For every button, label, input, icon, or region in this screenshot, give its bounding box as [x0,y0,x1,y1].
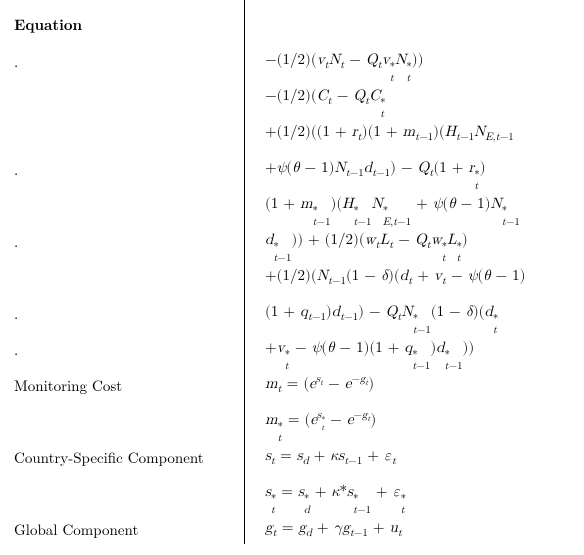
equation-cell: −(1/2)(Ct − QtC*t [265,87,386,121]
label-row [14,411,234,447]
label-row: . [14,231,234,267]
equation-cell: (1 + qt−1)dt−1) − QtN*t−1(1 − δ)(d*t [265,303,498,337]
equation-cell: m*t = (es*t − e−gt) [265,411,376,445]
label-row [14,123,234,159]
equation-row: d*t−1)) + (1/2)(wtLt − Qtw*tL*t) [265,231,574,267]
equation-cell: +(1/2)((1 + rt)(1 + mt−1)(Ht−1NE,t−1 [265,123,514,141]
equation-row: (1 + qt−1)dt−1) − QtN*t−1(1 − δ)(d*t [265,303,574,339]
equation-row: +ψ(θ − 1)Nt−1dt−1) − Qt(1 + r*t) [265,159,574,195]
equation-cell: (1 + m*t−1)(H*t−1N*E,t−1 + ψ(θ − 1)N*t−1 [265,195,520,229]
equation-row: gt = gd + γgt−1 + ut [265,519,574,555]
equation-cell: +(1/2)(Nt−1(1 − δ)(dt + vt − ψ(θ − 1) [265,267,525,285]
equation-cell: +ψ(θ − 1)Nt−1dt−1) − Qt(1 + r*t) [265,159,486,193]
label-row [14,87,234,123]
row-label: . [14,159,18,180]
equation-row: +(1/2)((1 + rt)(1 + mt−1)(Ht−1NE,t−1 [265,123,574,159]
label-row [14,195,234,231]
row-label: . [14,231,18,252]
equation-row: +v*t − ψ(θ − 1)(1 + q*t−1)d*t−1)) [265,339,574,375]
label-row [14,483,234,519]
equation-cell: s*t = s*d + κ*s*t−1 + ε*t [265,483,406,517]
label-row: . [14,339,234,375]
label-row: . [14,303,234,339]
row-label: . [14,339,18,360]
right-column: −(1/2)(vtNt − Qtv*tN*t))−(1/2)(Ct − QtC*… [245,0,584,544]
left-column: Equation ..... Monitoring Cost Country-Spe… [0,0,245,544]
row-label: Global Component [14,519,138,540]
row-label: Country-Specific Component [14,447,204,468]
equation-cell: gt = gd + γgt−1 + ut [265,519,402,537]
equations-container: −(1/2)(vtNt − Qtv*tN*t))−(1/2)(Ct − QtC*… [265,51,574,555]
equation-row: st = sd + κst−1 + εt [265,447,574,483]
equation-row: (1 + m*t−1)(H*t−1N*E,t−1 + ψ(θ − 1)N*t−1 [265,195,574,231]
label-row [14,267,234,303]
equation-row: s*t = s*d + κ*s*t−1 + ε*t [265,483,574,519]
equation-row: −(1/2)(Ct − QtC*t [265,87,574,123]
row-label: . [14,51,18,72]
label-row: Global Component [14,519,234,555]
label-row: Monitoring Cost [14,375,234,411]
header-spacer [265,14,574,35]
equation-row: +(1/2)(Nt−1(1 − δ)(dt + vt − ψ(θ − 1) [265,267,574,303]
equation-cell: mt = (est − e−gt) [265,375,374,393]
header-equation: Equation [14,14,234,35]
equation-cell: −(1/2)(vtNt − Qtv*tN*t)) [265,51,423,85]
equation-row: mt = (est − e−gt) [265,375,574,411]
labels-container: ..... Monitoring Cost Country-Specific Com… [14,51,234,555]
equation-table: Equation ..... Monitoring Cost Country-Spe… [0,0,584,544]
row-label: . [14,303,18,324]
equation-cell: d*t−1)) + (1/2)(wtLt − Qtw*tL*t) [265,231,468,265]
equation-row: −(1/2)(vtNt − Qtv*tN*t)) [265,51,574,87]
label-row: . [14,51,234,87]
label-row: Country-Specific Component [14,447,234,483]
equation-cell: +v*t − ψ(θ − 1)(1 + q*t−1)d*t−1)) [265,339,474,373]
row-label: Monitoring Cost [14,375,122,396]
label-row: . [14,159,234,195]
equation-cell: st = sd + κst−1 + εt [265,447,396,465]
equation-row: m*t = (es*t − e−gt) [265,411,574,447]
